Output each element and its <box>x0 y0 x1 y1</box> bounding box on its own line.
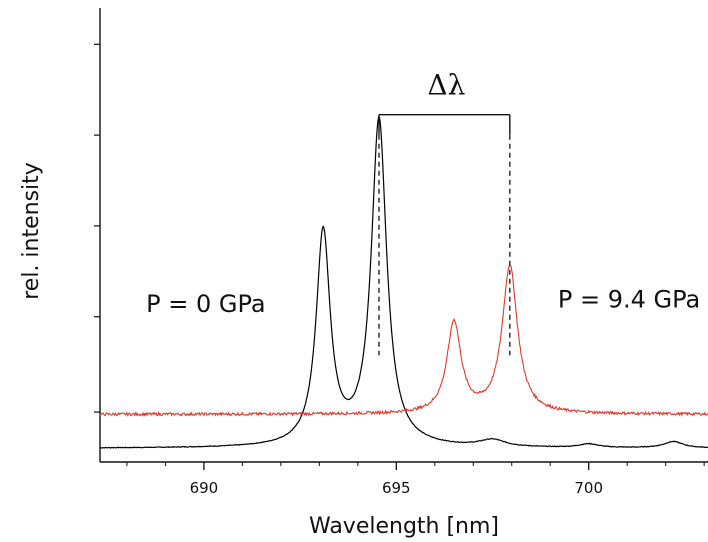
series-line-9-4gpa <box>99 264 708 418</box>
delta-lambda-bracket <box>378 113 511 356</box>
annotation-p0: P = 0 GPa <box>146 290 265 318</box>
y-axis-label: rel. intensity <box>19 162 44 300</box>
annotation-p94: P = 9.4 GPa <box>558 286 700 314</box>
axes <box>99 8 708 463</box>
ticks: 690 695 700 <box>94 43 705 497</box>
x-axis-label: Wavelength [nm] <box>309 514 499 539</box>
x-tick-label: 695 <box>382 479 411 497</box>
x-tick-label: 690 <box>190 479 219 497</box>
series-line-0gpa <box>99 116 708 449</box>
series-group <box>99 116 708 449</box>
labels: Wavelength [nm] rel. intensity P = 0 GPa… <box>19 68 700 539</box>
x-tick-label: 700 <box>574 479 603 497</box>
annotation-delta-lambda: Δλ <box>427 68 465 101</box>
